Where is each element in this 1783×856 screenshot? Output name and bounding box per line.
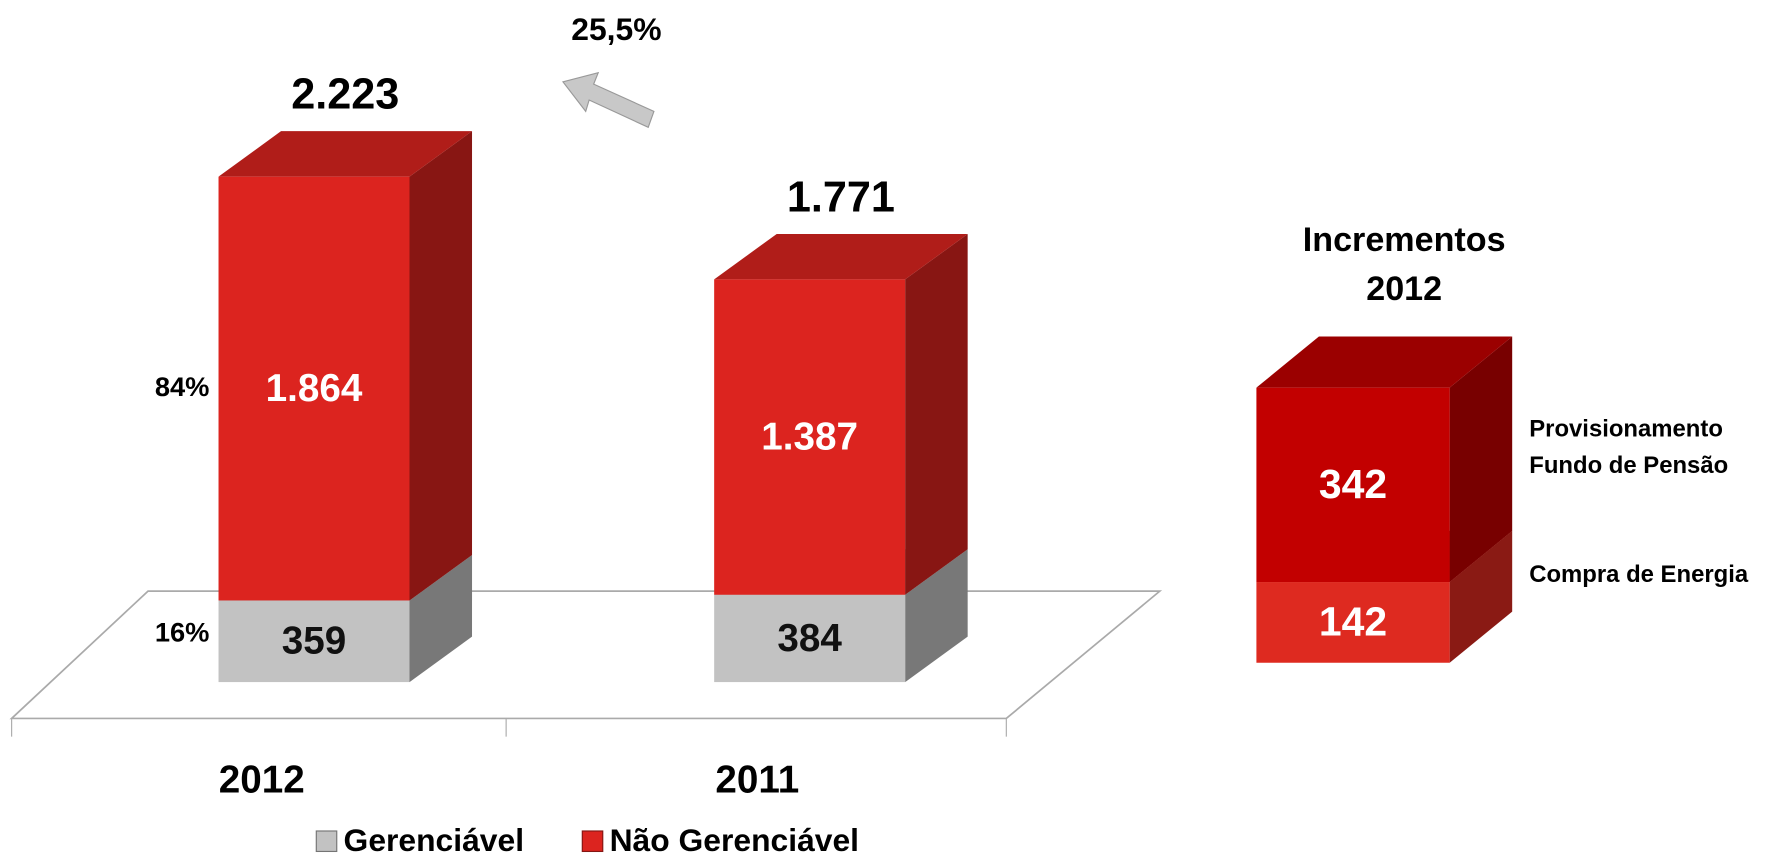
bar-front <box>218 600 410 683</box>
bar-side <box>905 549 968 683</box>
series-label: Compra de Energia <box>1529 561 1749 588</box>
series-label-box: Provisionamento Fundo de Pensão <box>1529 416 1729 479</box>
total-label: 2.223 <box>291 70 399 118</box>
share-label: 84% <box>155 371 210 402</box>
value-label: 359 <box>282 620 346 663</box>
bar <box>1256 336 1513 583</box>
bar <box>714 233 968 595</box>
bar-side <box>1449 336 1513 583</box>
growth-label: 25,5% <box>571 11 661 47</box>
chart-title: Incrementos 2012 <box>1302 221 1506 309</box>
category-label: 2011 <box>715 758 799 801</box>
value-label: 384 <box>777 617 842 660</box>
value-label: 1.864 <box>266 367 363 410</box>
category-label: 2012 <box>219 758 305 801</box>
share-label: 16% <box>155 617 210 648</box>
legend-label: Gerenciável <box>344 822 524 856</box>
bar-front <box>714 594 906 683</box>
bar-front <box>218 176 410 601</box>
bar-front <box>1256 387 1450 583</box>
growth-arrow <box>561 71 655 129</box>
bar-side <box>905 233 968 595</box>
bar-top <box>218 131 473 177</box>
bar <box>218 131 473 601</box>
series-label-box: Compra de Energia <box>1529 561 1749 588</box>
arrow <box>561 71 655 129</box>
bar-top <box>714 233 968 280</box>
bar-top <box>1256 336 1513 388</box>
floor-plane <box>9 590 1163 720</box>
legend-swatch <box>581 830 604 853</box>
total-label: 1.771 <box>787 173 895 221</box>
bar-side <box>1449 530 1513 663</box>
value-label: 342 <box>1319 461 1387 507</box>
bar-side <box>409 554 473 683</box>
legend-swatch <box>315 830 338 853</box>
series-label: Provisionamento Fundo de Pensão <box>1529 416 1729 479</box>
bar-front <box>714 279 906 595</box>
bar-front <box>1256 582 1450 663</box>
chart-title-box: Incrementos 2012 <box>1302 221 1506 309</box>
value-label: 142 <box>1319 598 1387 644</box>
bar-side <box>409 131 473 601</box>
floor <box>9 590 1163 737</box>
legend-label: Não Gerenciável <box>610 822 859 856</box>
value-label: 1.387 <box>761 416 858 459</box>
